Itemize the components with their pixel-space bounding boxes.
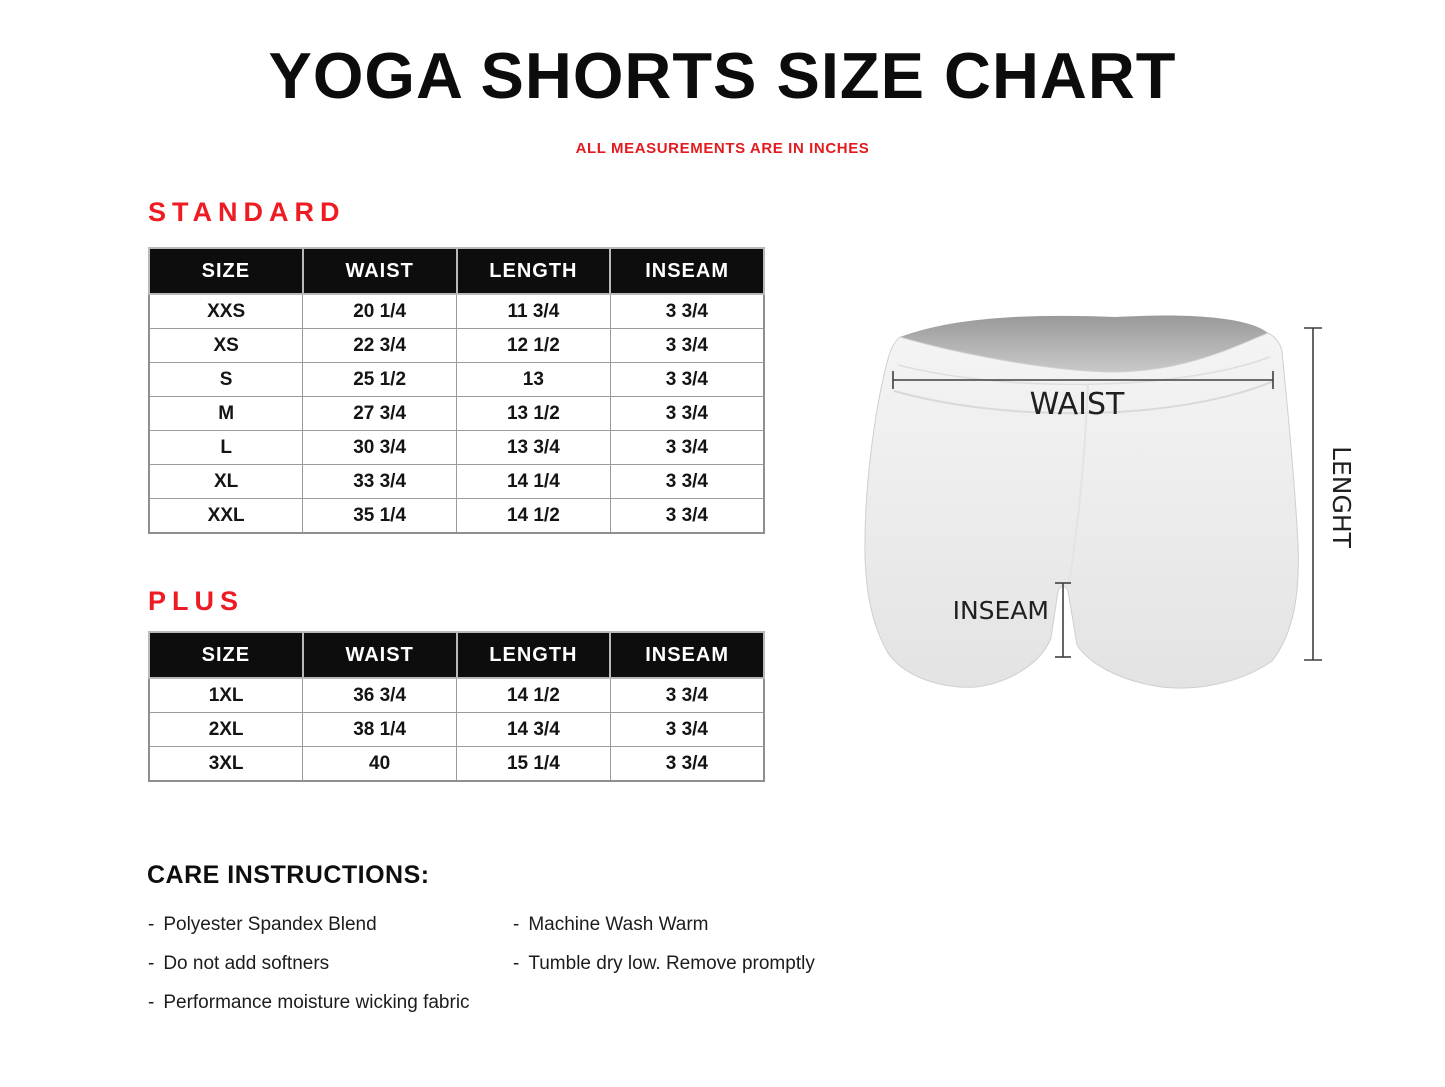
table-cell: S <box>148 362 304 397</box>
table-cell: 25 1/2 <box>302 362 457 397</box>
bullet-dash: - <box>513 914 520 935</box>
table-cell: 3 3/4 <box>609 464 765 499</box>
care-item-text: Polyester Spandex Blend <box>163 914 377 935</box>
table-cell: 38 1/4 <box>302 712 457 747</box>
center-crease <box>1068 384 1089 582</box>
table-cell: 3 3/4 <box>609 430 765 465</box>
table-cell: 33 3/4 <box>302 464 457 499</box>
column-header-waist: WAIST <box>301 247 458 295</box>
table-cell: 14 1/2 <box>456 677 611 713</box>
care-item: - Machine Wash Warm <box>513 914 815 935</box>
table-row: XL 33 3/4 14 1/4 3 3/4 <box>148 464 765 499</box>
table-row: XS 22 3/4 12 1/2 3 3/4 <box>148 328 765 363</box>
table-cell: 13 1/2 <box>456 396 611 431</box>
bullet-dash: - <box>148 914 155 935</box>
table-cell: 14 3/4 <box>456 712 611 747</box>
table-cell: 3 3/4 <box>609 498 765 534</box>
standard-section-heading: STANDARD <box>148 197 346 227</box>
table-cell: 12 1/2 <box>456 328 611 363</box>
column-header-length: LENGTH <box>455 247 612 295</box>
plus-section-heading: PLUS <box>148 586 245 616</box>
inseam-measure-line <box>1055 582 1071 658</box>
inseam-label: INSEAM <box>953 596 1049 625</box>
table-row: 3XL 40 15 1/4 3 3/4 <box>148 746 765 782</box>
table-cell: 35 1/4 <box>302 498 457 534</box>
page-subtitle: ALL MEASUREMENTS ARE IN INCHES <box>575 140 870 157</box>
table-row: 2XL 38 1/4 14 3/4 3 3/4 <box>148 712 765 747</box>
care-item-text: Do not add softners <box>163 953 330 974</box>
table-cell: 3 3/4 <box>609 746 765 782</box>
table-row: XXL 35 1/4 14 1/2 3 3/4 <box>148 498 765 534</box>
table-cell: 11 3/4 <box>456 293 611 329</box>
table-cell: 3 3/4 <box>609 293 765 329</box>
table-cell: XS <box>148 328 304 363</box>
table-cell: 3 3/4 <box>609 362 765 397</box>
table-cell: 36 3/4 <box>302 677 457 713</box>
care-item-text: Performance moisture wicking fabric <box>163 992 470 1013</box>
table-header-row: SIZE WAIST LENGTH INSEAM <box>148 631 765 679</box>
table-row: L 30 3/4 13 3/4 3 3/4 <box>148 430 765 465</box>
care-item: - Performance moisture wicking fabric <box>148 992 513 1013</box>
table-cell: L <box>148 430 304 465</box>
table-cell: 3XL <box>148 746 304 782</box>
shorts-measurement-figure: WAIST INSEAM LENGHT <box>858 293 1358 713</box>
shorts-body <box>864 332 1299 689</box>
table-cell: 3 3/4 <box>609 396 765 431</box>
table-cell: 3 3/4 <box>609 712 765 747</box>
bullet-dash: - <box>148 992 155 1013</box>
table-cell: 22 3/4 <box>302 328 457 363</box>
table-cell: 13 <box>456 362 611 397</box>
column-header-inseam: INSEAM <box>609 631 765 679</box>
waist-label: WAIST <box>1030 387 1125 422</box>
column-header-size: SIZE <box>148 631 304 679</box>
table-cell: 27 3/4 <box>302 396 457 431</box>
column-header-waist: WAIST <box>301 631 458 679</box>
bullet-dash: - <box>148 953 155 974</box>
care-item-text: Tumble dry low. Remove promptly <box>528 953 815 974</box>
table-cell: 20 1/4 <box>302 293 457 329</box>
table-cell: 14 1/2 <box>456 498 611 534</box>
table-row: S 25 1/2 13 3 3/4 <box>148 362 765 397</box>
bullet-dash: - <box>513 953 520 974</box>
column-header-size: SIZE <box>148 247 304 295</box>
table-row: XXS 20 1/4 11 3/4 3 3/4 <box>148 293 765 329</box>
care-list-right: - Machine Wash Warm - Tumble dry low. Remov… <box>513 914 815 1031</box>
care-item: - Tumble dry low. Remove promptly <box>513 953 815 974</box>
table-header-row: SIZE WAIST LENGTH INSEAM <box>148 247 765 295</box>
care-instructions-heading: CARE INSTRUCTIONS: <box>147 861 430 889</box>
column-header-length: LENGTH <box>455 631 612 679</box>
table-cell: 13 3/4 <box>456 430 611 465</box>
waistband-seam <box>893 380 1275 415</box>
table-cell: 1XL <box>148 677 304 713</box>
column-header-inseam: INSEAM <box>609 247 765 295</box>
care-item-text: Machine Wash Warm <box>528 914 709 935</box>
care-instructions-list: - Polyester Spandex Blend - Do not add soft… <box>148 914 948 1031</box>
table-cell: 30 3/4 <box>302 430 457 465</box>
table-cell: 15 1/4 <box>456 746 611 782</box>
table-cell: XXL <box>148 498 304 534</box>
shorts-illustration: WAIST INSEAM LENGHT <box>864 315 1356 689</box>
table-cell: 2XL <box>148 712 304 747</box>
waistband-seam-upper <box>897 356 1271 386</box>
table-cell: 3 3/4 <box>609 328 765 363</box>
table-row: 1XL 36 3/4 14 1/2 3 3/4 <box>148 677 765 713</box>
care-item: - Polyester Spandex Blend <box>148 914 513 935</box>
care-item: - Do not add softners <box>148 953 513 974</box>
care-list-left: - Polyester Spandex Blend - Do not add soft… <box>148 914 513 1031</box>
table-cell: XXS <box>148 293 304 329</box>
table-cell: M <box>148 396 304 431</box>
table-cell: 40 <box>302 746 457 782</box>
table-cell: XL <box>148 464 304 499</box>
table-cell: 3 3/4 <box>609 677 765 713</box>
plus-size-table: SIZE WAIST LENGTH INSEAM 1XL 36 3/4 14 1/2 3 3/… <box>148 631 765 782</box>
page-title: YOGA SHORTS SIZE CHART <box>268 39 1177 112</box>
waist-measure-line <box>892 371 1274 389</box>
table-cell: 14 1/4 <box>456 464 611 499</box>
length-measure-line <box>1304 327 1322 661</box>
standard-size-table: SIZE WAIST LENGTH INSEAM XXS 20 1/4 11 3/4 3 3/… <box>148 247 765 534</box>
table-row: M 27 3/4 13 1/2 3 3/4 <box>148 396 765 431</box>
length-label: LENGHT <box>1327 446 1356 549</box>
